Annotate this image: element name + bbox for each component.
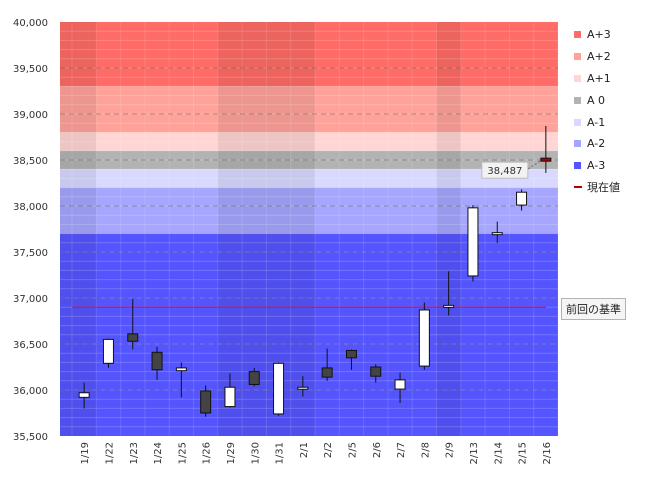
x-tick-label: 2/13 — [469, 442, 480, 464]
legend-label: A 0 — [587, 93, 606, 107]
candle-body — [151, 351, 163, 371]
candlestick-chart: 35,500 36,000 36,500 37,000 37,500 38,000 38,5… — [13, 18, 559, 464]
x-tick-label: 1/26 — [202, 442, 213, 464]
y-tick-label: 39,500 — [13, 64, 48, 75]
current-value-box — [481, 161, 529, 179]
x-tick-label: 2/16 — [542, 442, 553, 464]
zone-band — [60, 150, 558, 170]
y-tick-label: 38,500 — [13, 156, 48, 167]
zone-band — [60, 169, 558, 188]
x-tick-label: 1/22 — [104, 442, 115, 464]
candle-body — [200, 390, 212, 414]
y-tick-label: 36,000 — [13, 386, 48, 397]
legend-label: A-1 — [587, 115, 606, 129]
legend-swatch — [574, 53, 581, 61]
candle-body — [491, 232, 503, 236]
candle-body — [516, 191, 528, 206]
y-tick-label: 36,500 — [13, 340, 48, 351]
x-tick-label: 2/15 — [518, 442, 529, 464]
legend-swatch — [574, 74, 581, 82]
legend-item-a-0: A 0 — [574, 89, 620, 111]
y-tick-label: 40,000 — [13, 18, 48, 29]
legend-label: A-3 — [587, 159, 606, 173]
legend-item-a-minus-1: A-1 — [574, 111, 620, 133]
x-tick-label: 2/9 — [445, 442, 456, 458]
zone-band — [60, 22, 558, 87]
week-shade — [217, 22, 315, 436]
y-tick-label: 37,500 — [13, 248, 48, 259]
y-tick-label: 35,500 — [13, 432, 48, 443]
current-value-label: 38,487 — [487, 166, 522, 177]
x-tick-label: 1/24 — [153, 442, 164, 464]
candle-body — [321, 367, 333, 378]
y-tick-label: 38,000 — [13, 202, 48, 213]
x-tick-label: 2/1 — [299, 442, 310, 458]
legend-label: A+3 — [587, 28, 611, 42]
candle-body — [127, 333, 139, 342]
candle-body — [175, 367, 187, 372]
candle-body — [540, 157, 552, 162]
prev-base-callout: 前回の基準 — [561, 298, 626, 320]
x-tick-label: 1/31 — [275, 442, 286, 464]
zone-band — [60, 132, 558, 151]
x-tick-label: 1/19 — [80, 442, 91, 464]
legend-swatch — [574, 96, 581, 104]
legend-swatch — [574, 140, 581, 148]
candle-body — [248, 371, 260, 385]
legend-swatch — [574, 162, 581, 170]
legend-item-a-minus-3: A-3 — [574, 155, 620, 177]
legend-item-a-plus-1: A+1 — [574, 68, 620, 90]
candle-body — [224, 386, 236, 408]
legend-item-a-plus-3: A+3 — [574, 24, 620, 46]
chart-legend: A+3 A+2 A+1 A 0 A-1 A-2 A-3 現在値 — [574, 24, 620, 198]
candle-body — [345, 349, 357, 359]
x-tick-label: 1/23 — [129, 442, 140, 464]
x-tick-label: 2/8 — [420, 442, 431, 458]
candle-body — [102, 338, 114, 364]
week-shade — [60, 22, 97, 436]
legend-label: A+1 — [587, 71, 611, 85]
x-tick-label: 2/14 — [493, 442, 504, 464]
legend-line-swatch — [574, 186, 582, 189]
week-shade — [436, 22, 461, 436]
candle-body — [443, 304, 455, 308]
candle-body — [467, 207, 479, 277]
candle-body — [78, 392, 90, 398]
x-tick-label: 2/2 — [323, 442, 334, 458]
candle-body — [297, 386, 309, 390]
legend-label: A-2 — [587, 137, 606, 151]
legend-item-a-minus-2: A-2 — [574, 133, 620, 155]
legend-item-a-plus-2: A+2 — [574, 46, 620, 68]
zone-band — [60, 86, 558, 133]
x-tick-label: 2/7 — [396, 442, 407, 458]
legend-item-current-value: 現在値 — [574, 177, 620, 199]
legend-swatch — [574, 118, 581, 126]
current-value-leader — [527, 160, 541, 170]
candle-body — [370, 366, 382, 377]
y-tick-label: 39,000 — [13, 110, 48, 121]
legend-label: A+2 — [587, 50, 611, 64]
candle-body — [394, 379, 406, 390]
legend-label: 現在値 — [587, 181, 620, 195]
candle-body — [418, 309, 430, 367]
x-tick-label: 2/6 — [372, 442, 383, 458]
x-tick-label: 1/30 — [250, 442, 261, 464]
x-tick-label: 1/25 — [177, 442, 188, 464]
x-tick-label: 2/5 — [347, 442, 358, 458]
x-tick-label: 1/29 — [226, 442, 237, 464]
candle-body — [273, 362, 285, 415]
legend-swatch — [574, 31, 581, 39]
y-tick-label: 37,000 — [13, 294, 48, 305]
